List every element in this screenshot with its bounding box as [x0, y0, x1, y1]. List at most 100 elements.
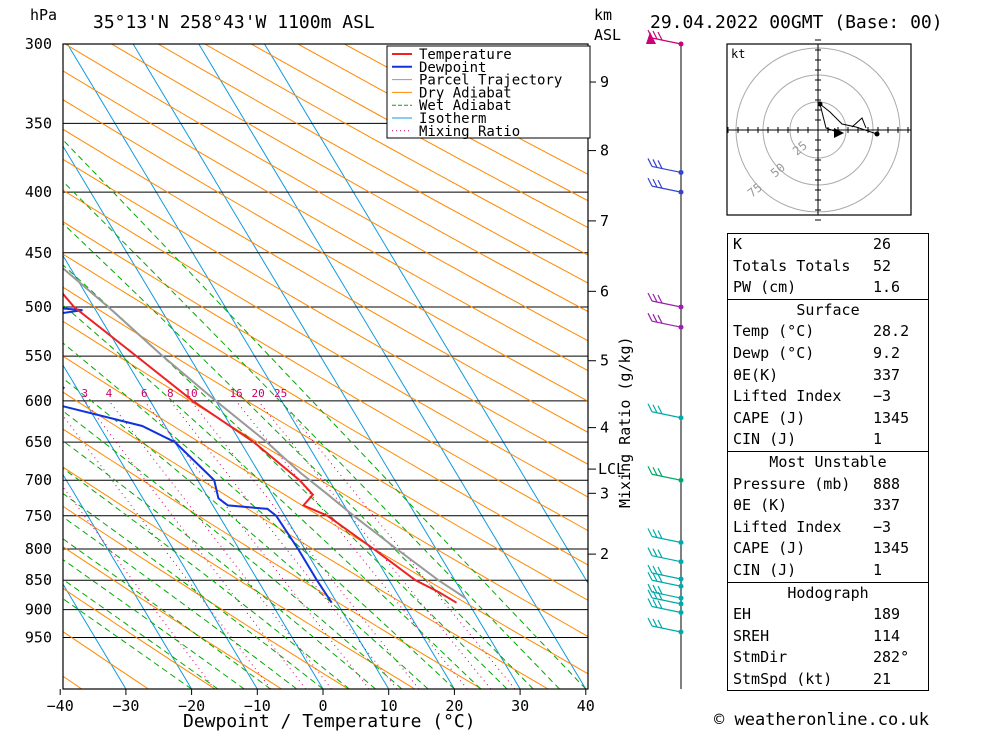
index-key: Totals Totals: [733, 256, 850, 278]
dry-adiabat: [0, 44, 748, 689]
index-key: Pressure (mb): [733, 474, 850, 496]
index-value: 337: [873, 365, 900, 387]
wind-barb-feather: [648, 565, 652, 573]
index-key: θE(K): [733, 365, 778, 387]
pressure-tick-label: 550: [25, 347, 52, 365]
index-key: CAPE (J): [733, 538, 805, 560]
km-tick-label: 4: [600, 419, 609, 437]
index-key: EH: [733, 604, 751, 626]
x-tick-label: −30: [112, 697, 139, 715]
wind-barb-feather: [648, 313, 652, 321]
index-value: 52: [873, 256, 891, 278]
location-title: 35°13'N 258°43'W 1100m ASL: [93, 12, 375, 33]
index-key: K: [733, 234, 742, 256]
mixing-ratio-label: 6: [141, 387, 148, 400]
dry-adiabat: [0, 44, 615, 689]
index-value: 114: [873, 626, 900, 648]
x-tick-label: 40: [577, 697, 595, 715]
wind-barb-feather: [648, 572, 652, 580]
index-row: Totals Totals 52: [728, 256, 928, 278]
mixing-ratio-label: 20: [252, 387, 265, 400]
isotherm-line: [0, 44, 60, 689]
index-value: 1.6: [873, 277, 900, 299]
wind-barb-feather: [648, 178, 652, 186]
wet-adiabat: [0, 44, 218, 689]
wind-barb-feather: [648, 548, 652, 556]
asl-label: ASL: [594, 26, 621, 44]
index-value: 1345: [873, 538, 909, 560]
mixing-ratio-line: [109, 401, 332, 689]
index-value: 21: [873, 669, 891, 691]
pressure-tick-label: 300: [25, 35, 52, 53]
wind-barb-feather: [648, 529, 652, 537]
index-value: 888: [873, 474, 900, 496]
index-row: Lifted Index −3: [728, 517, 928, 539]
pressure-tick-label: 450: [25, 244, 52, 262]
km-tick-label: 7: [600, 212, 609, 230]
hodograph-point: [818, 102, 823, 107]
index-value: −3: [873, 386, 891, 408]
index-key: CIN (J): [733, 429, 796, 451]
index-row: θE(K) 337: [728, 365, 928, 387]
wet-adiabat: [0, 44, 586, 689]
mixing-ratio-label: 4: [106, 387, 113, 400]
dry-adiabat: [0, 44, 282, 689]
mixing-ratio-line: [281, 401, 515, 689]
x-tick-label: −40: [47, 697, 74, 715]
km-label: km: [594, 6, 612, 24]
pressure-tick-label: 600: [25, 392, 52, 410]
index-value: 282°: [873, 647, 909, 669]
mixing-ratio-label: 16: [229, 387, 242, 400]
mixing-ratio-label: 8: [167, 387, 174, 400]
legend-label: Mixing Ratio: [419, 124, 520, 140]
index-key: Dewp (°C): [733, 343, 814, 365]
mixing-ratio-axis-label: Mixing Ratio (g/kg): [616, 336, 634, 508]
mixing-ratio-line: [236, 401, 467, 689]
index-value: −3: [873, 517, 891, 539]
pressure-tick-label: 800: [25, 540, 52, 558]
hodograph-title: Hodograph: [728, 583, 928, 605]
wet-adiabat: [0, 44, 192, 689]
index-row: Dewp (°C)9.2: [728, 343, 928, 365]
hpa-label: hPa: [30, 6, 57, 24]
index-key: Lifted Index: [733, 386, 841, 408]
x-axis-label: Dewpoint / Temperature (°C): [183, 711, 476, 732]
wind-barb-feather: [648, 404, 652, 412]
pressure-tick-label: 650: [25, 433, 52, 451]
km-tick-label: 5: [600, 352, 609, 370]
wind-barb-feather: [648, 598, 652, 606]
index-row: StmSpd (kt) 21: [728, 669, 928, 691]
index-key: θE (K): [733, 495, 787, 517]
index-row: K 26: [728, 234, 928, 256]
index-row: CAPE (J)1345: [728, 408, 928, 430]
wet-adiabat: [0, 44, 402, 689]
copyright: © weatheronline.co.uk: [714, 710, 929, 730]
hodograph-point: [875, 132, 880, 137]
isotherm-line: [67, 44, 454, 689]
wet-adiabat: [0, 44, 533, 689]
index-key: StmDir: [733, 647, 787, 669]
x-tick-label: 30: [511, 697, 529, 715]
isotherm-line: [0, 44, 257, 689]
pressure-tick-label: 350: [25, 114, 52, 132]
dry-adiabat: [0, 44, 148, 689]
index-key: Lifted Index: [733, 517, 841, 539]
wet-adiabat: [0, 44, 507, 689]
index-value: 26: [873, 234, 891, 256]
most-unstable-title: Most Unstable: [728, 452, 928, 474]
mixing-ratio-label: 10: [184, 387, 197, 400]
dry-adiabat: [0, 44, 415, 689]
pressure-tick-label: 400: [25, 183, 52, 201]
pressure-tick-label: 900: [25, 601, 52, 619]
isotherm-line: [0, 44, 192, 689]
dry-adiabat: [0, 44, 681, 689]
km-tick-label: 8: [600, 142, 609, 160]
index-key: PW (cm): [733, 277, 796, 299]
index-row: StmDir 282°: [728, 647, 928, 669]
index-key: StmSpd (kt): [733, 669, 832, 691]
isotherm-line: [0, 44, 323, 689]
mixing-ratio-label: 1: [0, 387, 2, 400]
